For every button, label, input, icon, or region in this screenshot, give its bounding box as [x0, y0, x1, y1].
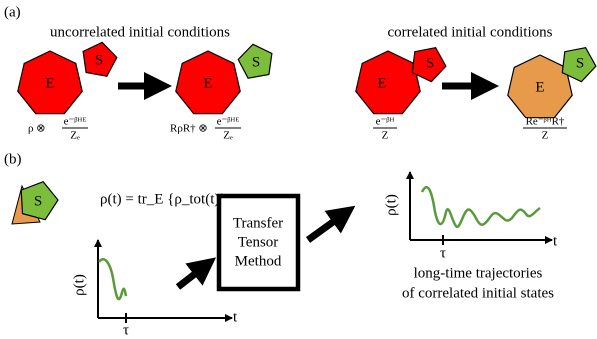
sys-label: S: [95, 52, 103, 68]
env-label: E: [535, 79, 544, 95]
system-shape: [82, 41, 118, 77]
denominator: Zₑ: [70, 130, 80, 142]
arrow: [305, 205, 356, 243]
box-text: Tensor: [238, 234, 279, 250]
section-title: correlated initial conditions: [388, 24, 553, 40]
box-text: Method: [235, 253, 282, 269]
system-shape: [411, 47, 447, 83]
equation: ρ(t) = tr_E {ρ_tot(t)}: [100, 191, 227, 207]
caption: of correlated initial states: [402, 285, 554, 301]
tick-label: τ: [440, 245, 446, 261]
panel-label: (a): [4, 4, 21, 20]
environment-shape: [355, 50, 421, 115]
system-shape: [561, 47, 597, 83]
denominator: Z: [382, 130, 389, 142]
trajectory: [97, 258, 128, 301]
sys-label: S: [34, 193, 42, 209]
section-title: uncorrelated initial conditions: [50, 24, 230, 40]
caption: long-time trajectories: [414, 265, 543, 281]
trajectory: [420, 186, 541, 229]
y-label: ρ(t): [71, 274, 87, 296]
box-text: Transfer: [233, 215, 283, 231]
formula-prefix: RρR† ⊗: [170, 123, 208, 135]
arrow: [175, 257, 217, 290]
denominator: Zₑ: [223, 130, 233, 142]
environment-shape: [175, 50, 241, 115]
numerator: e⁻ᵝᴴᴱ: [64, 116, 87, 128]
numerator: e⁻ᵝᴴ: [376, 116, 395, 128]
panel-label: (b): [4, 151, 22, 167]
denominator: Z: [542, 130, 549, 142]
numerator: Re⁻ᵝᴴR†: [526, 116, 565, 128]
y-label: ρ(t): [383, 194, 399, 216]
tick-label: τ: [123, 322, 129, 338]
env-label: E: [203, 75, 212, 91]
system-shape: [237, 43, 273, 79]
numerator: e⁻ᵝᴴᴱ: [217, 116, 240, 128]
sys-label: S: [252, 54, 260, 70]
env-label: E: [377, 75, 386, 91]
sys-label: S: [576, 55, 584, 71]
x-label: t: [553, 233, 558, 249]
method-box: [216, 193, 301, 292]
env-label: E: [45, 75, 54, 91]
x-label: t: [233, 309, 238, 325]
system-shape: [20, 180, 59, 221]
environment-shape: [17, 50, 83, 115]
formula-prefix: ρ ⊗: [28, 123, 45, 135]
sys-label: S: [426, 55, 434, 71]
